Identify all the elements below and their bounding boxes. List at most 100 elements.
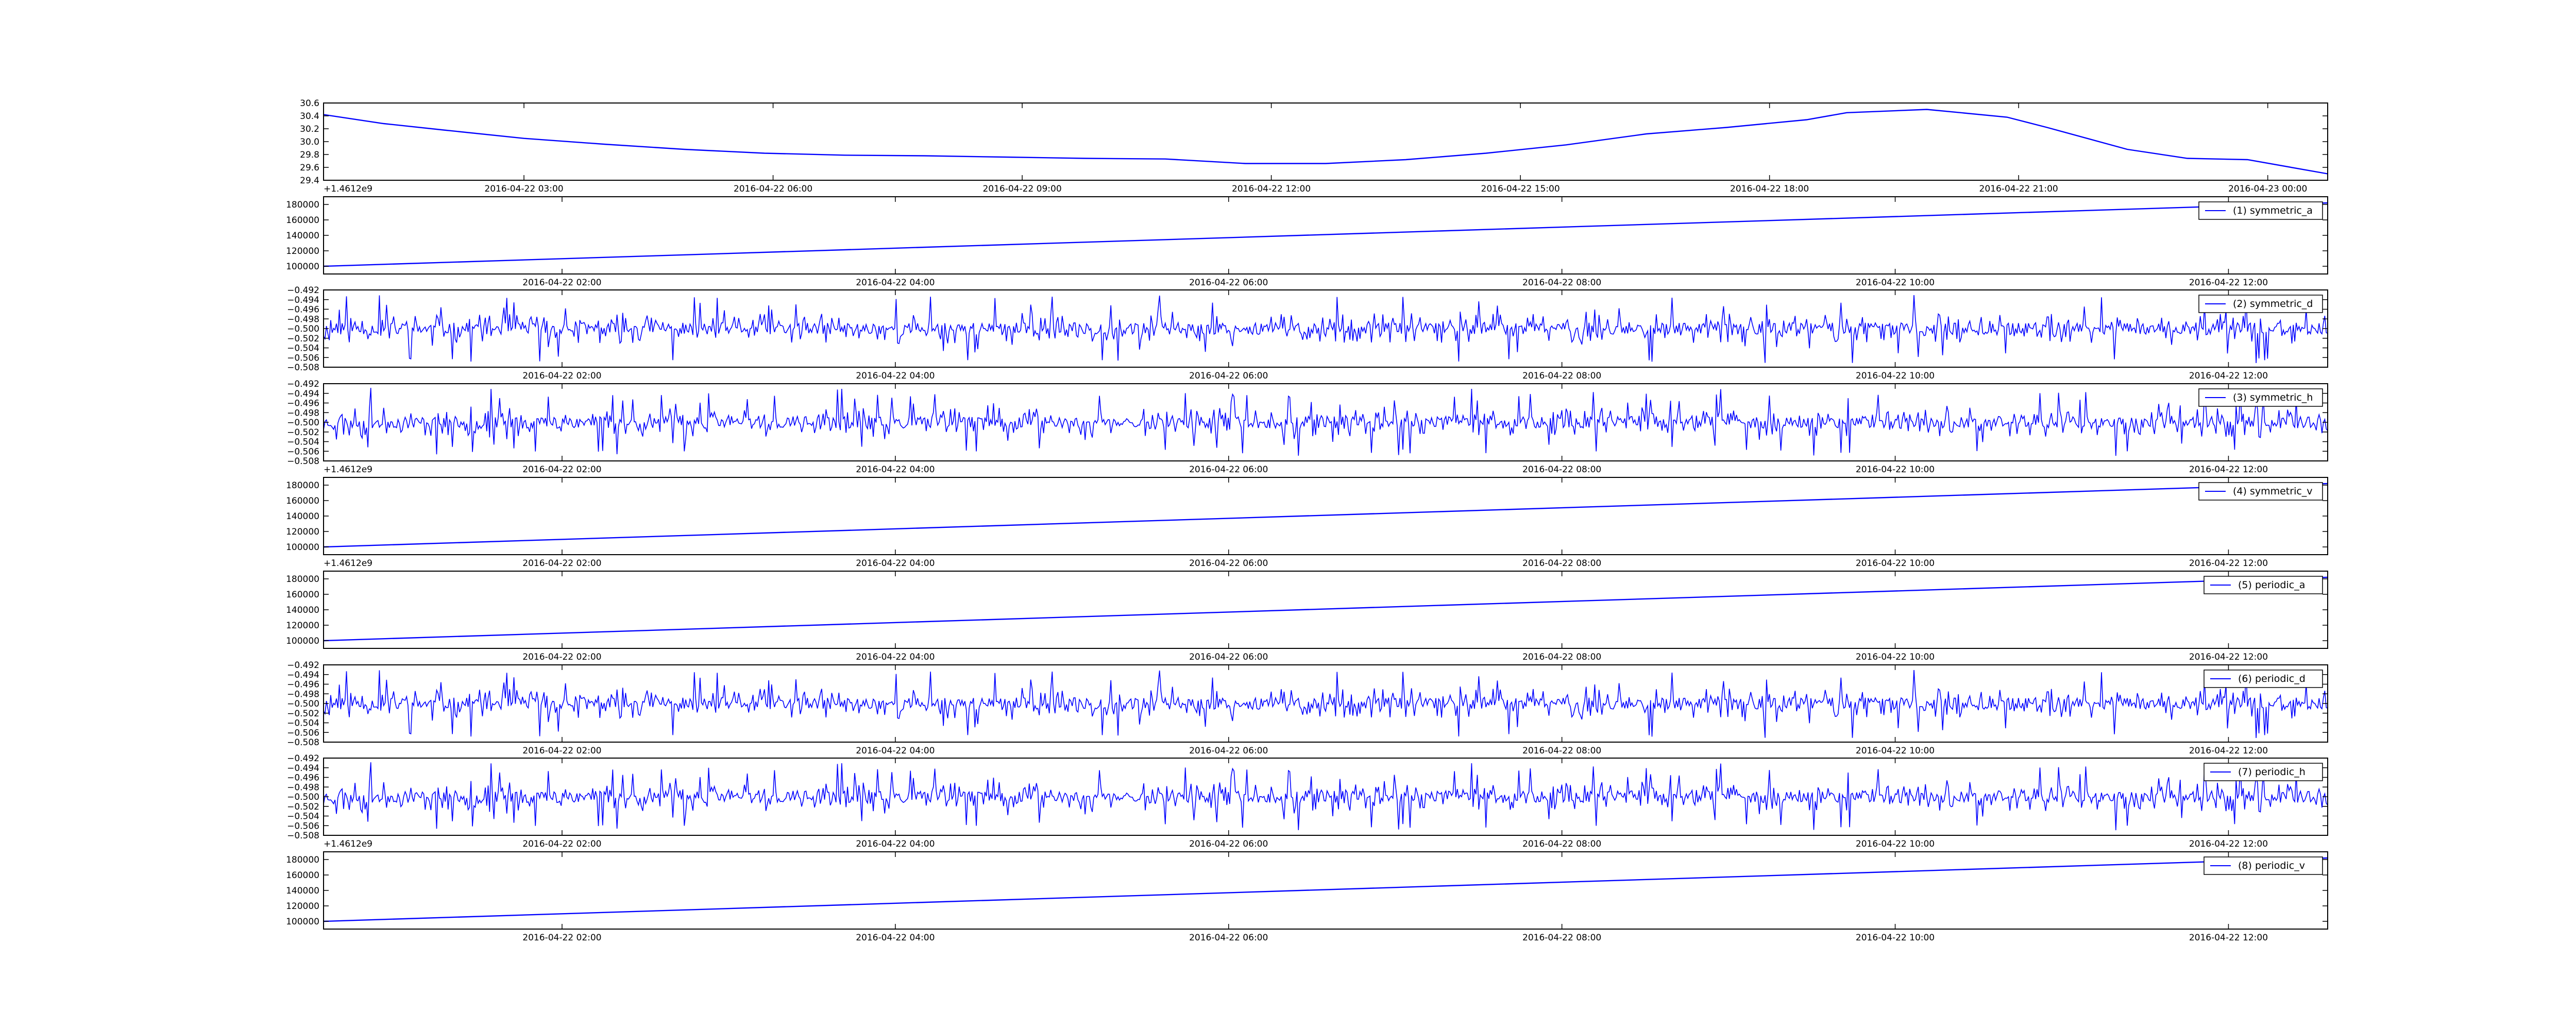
x-tick-label: 2016-04-22 10:00 [1856, 652, 1935, 662]
y-tick-label: −0.506 [287, 821, 319, 831]
axes-frame [323, 571, 2328, 649]
x-tick-label: 2016-04-22 04:00 [856, 465, 935, 475]
x-tick-label: 2016-04-22 10:00 [1856, 371, 1935, 381]
series-line [323, 670, 2328, 739]
axes-frame [323, 477, 2328, 555]
subplot-4: −0.508−0.506−0.504−0.502−0.500−0.498−0.4… [287, 379, 2328, 475]
y-tick-label: 140000 [286, 231, 319, 241]
x-tick-label: 2016-04-22 08:00 [1522, 558, 1601, 569]
x-tick-label: 2016-04-22 04:00 [856, 933, 935, 943]
y-tick-label: −0.492 [287, 379, 319, 389]
x-tick-label: 2016-04-22 02:00 [522, 278, 601, 288]
y-tick-label: −0.506 [287, 353, 319, 363]
x-tick-label: 2016-04-22 15:00 [1481, 184, 1560, 194]
y-tick-label: −0.508 [287, 456, 319, 467]
subplot-5: 100000 120000 140000 160000 180000 2016-04-22… [286, 477, 2328, 569]
y-tick-label: −0.496 [287, 680, 319, 690]
x-tick-label: 2016-04-22 08:00 [1522, 278, 1601, 288]
y-tick-label: −0.504 [287, 718, 319, 729]
y-tick-label: −0.504 [287, 437, 319, 448]
legend-label: (4) symmetric_v [2233, 486, 2313, 497]
y-tick-label: 160000 [286, 215, 319, 226]
y-tick-label: 140000 [286, 886, 319, 896]
y-tick-label: −0.498 [287, 782, 319, 793]
y-tick-label: −0.496 [287, 305, 319, 315]
y-tick-label: 120000 [286, 621, 319, 631]
y-tick-label: 120000 [286, 901, 319, 912]
y-tick-label: 29.8 [300, 150, 319, 160]
y-tick-label: −0.492 [287, 753, 319, 764]
x-tick-label: 2016-04-22 12:00 [2189, 933, 2268, 943]
y-tick-label: 30.4 [300, 111, 319, 122]
y-tick-label: −0.502 [287, 709, 319, 719]
y-tick-label: −0.502 [287, 334, 319, 344]
series-line [323, 576, 2328, 642]
y-tick-label: 180000 [286, 480, 319, 491]
x-tick-label: 2016-04-22 03:00 [484, 184, 563, 194]
x-tick-label: 2016-04-22 04:00 [856, 278, 935, 288]
y-tick-label: −0.498 [287, 689, 319, 699]
legend: (1) symmetric_a [2198, 201, 2323, 220]
subplot-8: −0.508−0.506−0.504−0.502−0.500−0.498−0.4… [287, 753, 2328, 849]
x-tick-label: 2016-04-22 12:00 [2189, 278, 2268, 288]
x-tick-label: 2016-04-22 06:00 [734, 184, 812, 194]
subplot-2: 100000 120000 140000 160000 180000 2016-04-22… [286, 196, 2328, 288]
x-tick-label: 2016-04-22 02:00 [522, 558, 601, 569]
x-tick-label: 2016-04-22 06:00 [1189, 933, 1268, 943]
y-tick-label: 160000 [286, 496, 319, 506]
x-tick-label: 2016-04-22 04:00 [856, 652, 935, 662]
x-tick-label: 2016-04-23 00:00 [2228, 184, 2307, 194]
x-tick-label: 2016-04-22 08:00 [1522, 839, 1601, 849]
y-tick-label: −0.506 [287, 728, 319, 738]
legend-label: (3) symmetric_h [2233, 392, 2313, 403]
y-tick-label: 30.0 [300, 137, 319, 147]
x-tick-label: 2016-04-22 04:00 [856, 371, 935, 381]
subplot-9: 100000 120000 140000 160000 180000 2016-04-22… [286, 851, 2328, 943]
series-line [323, 483, 2328, 548]
x-tick-label: 2016-04-22 08:00 [1522, 933, 1601, 943]
y-tick-label: 29.4 [300, 176, 319, 186]
x-tick-label: 2016-04-22 10:00 [1856, 746, 1935, 756]
x-tick-label: 2016-04-22 12:00 [2189, 839, 2268, 849]
y-tick-label: −0.498 [287, 314, 319, 324]
x-tick-label: 2016-04-22 04:00 [856, 558, 935, 569]
x-tick-label: 2016-04-22 02:00 [522, 465, 601, 475]
legend: (8) periodic_v [2204, 856, 2323, 875]
x-tick-label: 2016-04-22 09:00 [982, 184, 1061, 194]
legend: (3) symmetric_h [2198, 388, 2323, 407]
y-tick-label: −0.502 [287, 427, 319, 438]
x-tick-label: 2016-04-22 10:00 [1856, 278, 1935, 288]
y-tick-label: 100000 [286, 262, 319, 272]
series-line [323, 857, 2328, 922]
y-tick-label: −0.500 [287, 324, 319, 334]
x-tick-label: 2016-04-22 08:00 [1522, 652, 1601, 662]
legend-label: (5) periodic_a [2238, 579, 2305, 591]
legend: (7) periodic_h [2204, 763, 2323, 781]
axis-offset-label: +1.4612e9 [324, 558, 372, 569]
x-tick-label: 2016-04-22 18:00 [1730, 184, 1809, 194]
x-tick-label: 2016-04-22 12:00 [2189, 465, 2268, 475]
y-tick-label: −0.494 [287, 295, 319, 305]
y-tick-label: 100000 [286, 542, 319, 553]
y-tick-label: −0.494 [287, 389, 319, 399]
x-tick-label: 2016-04-22 06:00 [1189, 558, 1268, 569]
y-tick-label: 160000 [286, 870, 319, 881]
axis-offset-label: +1.4612e9 [324, 839, 372, 849]
x-tick-label: 2016-04-22 10:00 [1856, 933, 1935, 943]
y-tick-label: 180000 [286, 855, 319, 865]
legend: (6) periodic_d [2204, 670, 2323, 688]
x-tick-label: 2016-04-22 06:00 [1189, 746, 1268, 756]
y-tick-label: 160000 [286, 590, 319, 600]
series-line [323, 762, 2328, 831]
series-line [323, 109, 2328, 175]
x-tick-label: 2016-04-22 12:00 [1232, 184, 1311, 194]
y-tick-label: −0.506 [287, 447, 319, 457]
series-line [323, 388, 2328, 456]
legend-label: (1) symmetric_a [2233, 205, 2313, 216]
x-tick-label: 2016-04-22 12:00 [2189, 371, 2268, 381]
subplot-1: 29.4 29.6 29.8 30.0 30.2 30.4 30.6 2016-04-22 0… [300, 98, 2328, 194]
y-tick-label: 180000 [286, 574, 319, 585]
subplot-3: −0.508−0.506−0.504−0.502−0.500−0.498−0.4… [287, 285, 2328, 381]
x-tick-label: 2016-04-22 06:00 [1189, 839, 1268, 849]
y-tick-label: 120000 [286, 246, 319, 256]
